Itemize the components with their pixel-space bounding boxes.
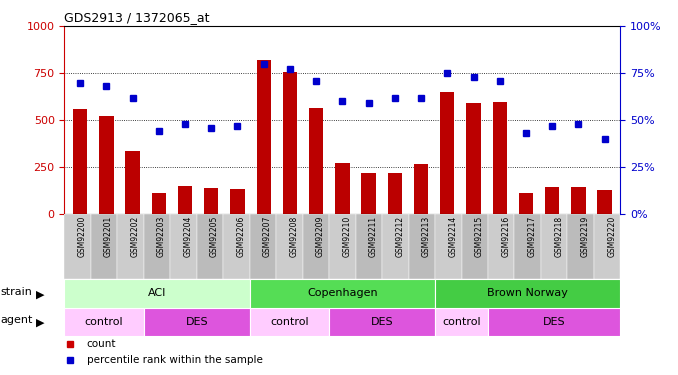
Text: DES: DES xyxy=(543,316,565,327)
Text: GSM92219: GSM92219 xyxy=(580,216,590,257)
Text: GSM92201: GSM92201 xyxy=(104,216,113,257)
Bar xyxy=(435,214,462,279)
Text: GSM92206: GSM92206 xyxy=(237,216,245,257)
Bar xyxy=(335,163,350,214)
Bar xyxy=(250,214,276,279)
Text: agent: agent xyxy=(1,315,33,325)
Bar xyxy=(170,214,197,279)
Bar xyxy=(91,214,117,279)
Bar xyxy=(361,173,376,214)
Bar xyxy=(594,214,620,279)
Text: DES: DES xyxy=(371,316,393,327)
Bar xyxy=(144,308,250,336)
Bar xyxy=(250,279,435,308)
Text: GSM92213: GSM92213 xyxy=(422,216,431,257)
Text: GSM92211: GSM92211 xyxy=(369,216,378,257)
Text: GSM92208: GSM92208 xyxy=(290,216,298,257)
Bar xyxy=(567,214,594,279)
Bar xyxy=(440,92,454,214)
Bar xyxy=(435,308,488,336)
Bar xyxy=(545,187,559,214)
Bar xyxy=(329,308,435,336)
Bar xyxy=(571,187,586,214)
Text: ▶: ▶ xyxy=(36,318,45,328)
Text: ACI: ACI xyxy=(148,288,166,298)
Bar xyxy=(488,214,515,279)
Bar xyxy=(64,308,144,336)
Bar xyxy=(409,214,435,279)
Text: GSM92207: GSM92207 xyxy=(263,216,272,257)
Bar xyxy=(256,60,271,214)
Bar xyxy=(64,279,250,308)
Bar xyxy=(223,214,250,279)
Bar xyxy=(73,109,87,214)
Text: GSM92210: GSM92210 xyxy=(342,216,351,257)
Text: DES: DES xyxy=(186,316,208,327)
Bar xyxy=(197,214,223,279)
Bar xyxy=(99,116,114,214)
Text: control: control xyxy=(85,316,123,327)
Text: GSM92212: GSM92212 xyxy=(395,216,404,257)
Text: GSM92202: GSM92202 xyxy=(131,216,140,257)
Text: GSM92215: GSM92215 xyxy=(475,216,484,257)
Bar xyxy=(388,172,402,214)
Bar xyxy=(329,214,356,279)
Bar xyxy=(466,103,481,214)
Text: GSM92218: GSM92218 xyxy=(554,216,563,257)
Bar xyxy=(250,308,329,336)
Text: Copenhagen: Copenhagen xyxy=(307,288,378,298)
Text: GSM92204: GSM92204 xyxy=(184,216,193,257)
Bar xyxy=(178,186,193,214)
Text: GSM92209: GSM92209 xyxy=(316,216,325,257)
Text: GDS2913 / 1372065_at: GDS2913 / 1372065_at xyxy=(64,11,210,24)
Bar xyxy=(276,214,302,279)
Bar xyxy=(519,193,533,214)
Bar xyxy=(125,151,140,214)
Bar xyxy=(144,214,170,279)
Text: GSM92216: GSM92216 xyxy=(501,216,511,257)
Bar xyxy=(435,279,620,308)
Text: Brown Norway: Brown Norway xyxy=(487,288,568,298)
Bar xyxy=(462,214,488,279)
Bar xyxy=(117,214,144,279)
Text: count: count xyxy=(87,339,116,349)
Bar xyxy=(515,214,541,279)
Text: GSM92217: GSM92217 xyxy=(527,216,537,257)
Bar xyxy=(309,108,323,214)
Text: GSM92220: GSM92220 xyxy=(607,216,616,257)
Bar xyxy=(64,214,91,279)
Bar xyxy=(231,189,245,214)
Bar xyxy=(204,188,218,214)
Text: control: control xyxy=(442,316,481,327)
Text: GSM92203: GSM92203 xyxy=(157,216,166,257)
Text: percentile rank within the sample: percentile rank within the sample xyxy=(87,355,262,365)
Text: GSM92200: GSM92200 xyxy=(78,216,87,257)
Bar xyxy=(152,193,166,214)
Bar xyxy=(283,72,297,214)
Bar xyxy=(302,214,329,279)
Text: GSM92205: GSM92205 xyxy=(210,216,219,257)
Text: ▶: ▶ xyxy=(36,290,45,300)
Bar xyxy=(541,214,567,279)
Bar xyxy=(356,214,382,279)
Bar xyxy=(488,308,620,336)
Bar xyxy=(414,164,428,214)
Bar xyxy=(597,190,612,214)
Bar xyxy=(492,102,507,214)
Bar xyxy=(382,214,409,279)
Text: strain: strain xyxy=(1,287,33,297)
Text: GSM92214: GSM92214 xyxy=(448,216,457,257)
Text: control: control xyxy=(270,316,308,327)
